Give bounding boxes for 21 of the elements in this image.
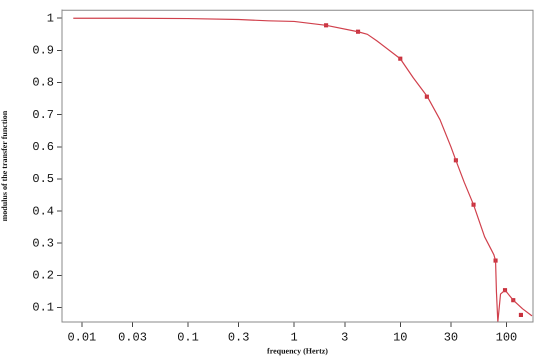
- y-tick-label: 0.2: [32, 268, 54, 283]
- y-tick-label: 0.6: [32, 140, 54, 154]
- x-tick-label: 100: [496, 330, 518, 344]
- x-tick-label: 1: [290, 330, 298, 344]
- y-tick-label: 0.4: [32, 204, 54, 218]
- y-tick-label: 0.8: [32, 76, 54, 90]
- y-tick-label: 0.7: [32, 108, 54, 122]
- x-tick-label: 10: [393, 330, 408, 344]
- x-tick-label: 30: [444, 330, 458, 344]
- y-tick-label: 1: [46, 11, 54, 26]
- y-tick-label: 0.5: [32, 172, 54, 186]
- x-axis-title: frequency (Hertz): [267, 346, 328, 356]
- x-tick-label: 0.1: [177, 330, 199, 344]
- y-tick-label: 0.9: [32, 44, 54, 58]
- x-tick-label: 0.03: [118, 330, 147, 344]
- x-tick-label: 3: [341, 330, 348, 344]
- y-tick-label: 0.3: [32, 236, 54, 250]
- x-tick-label: 0.3: [228, 330, 250, 344]
- y-tick-label: 0.1: [32, 300, 54, 315]
- x-tick-label: 0.01: [67, 330, 96, 344]
- y-axis-title: modulus of the transfer function: [0, 110, 9, 222]
